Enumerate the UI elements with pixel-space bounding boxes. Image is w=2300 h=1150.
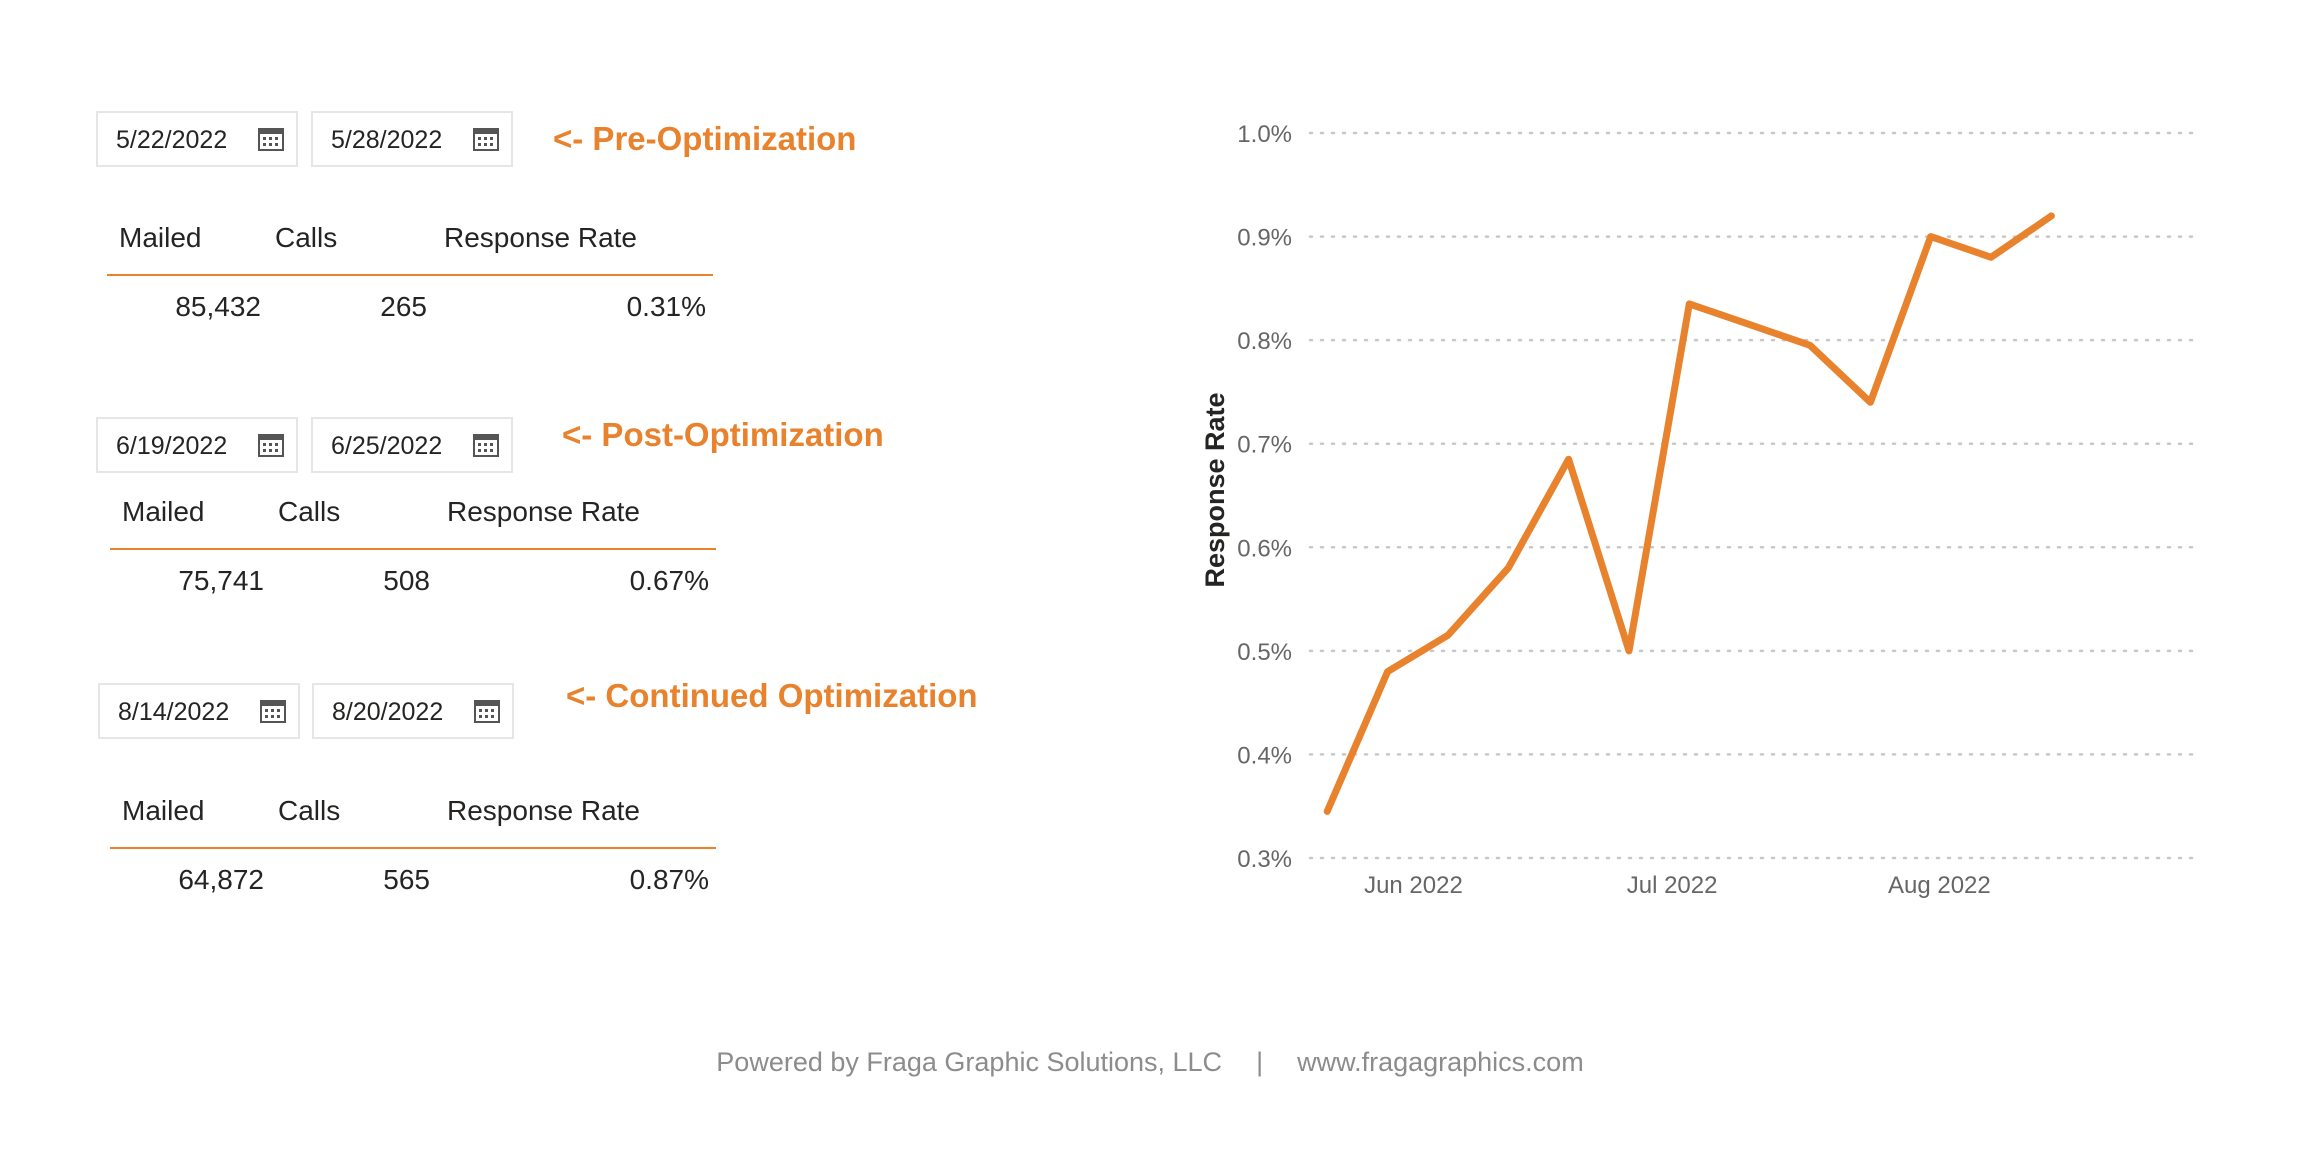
header-divider [110, 847, 716, 849]
start-date-value: 8/14/2022 [118, 698, 230, 726]
y-tick-label: 0.7% [1237, 432, 1292, 459]
x-tick-label: Aug 2022 [1888, 872, 1991, 899]
header-response-rate: Response Rate [447, 496, 641, 527]
section-label-post: <- Post-Optimization [562, 416, 884, 453]
x-tick-label: Jul 2022 [1627, 872, 1718, 899]
y-tick-label: 0.4% [1237, 742, 1292, 769]
value-mailed: 75,741 [178, 565, 264, 596]
footer: Powered by Fraga Graphic Solutions, LLC |… [0, 1047, 2300, 1078]
y-tick-label: 1.0% [1237, 121, 1292, 148]
section-label-pre: <- Pre-Optimization [553, 120, 857, 157]
header-calls: Calls [275, 222, 338, 253]
header-calls: Calls [278, 795, 341, 826]
data-point[interactable] [1505, 565, 1512, 571]
data-point[interactable] [1444, 632, 1451, 639]
data-point[interactable] [1384, 668, 1391, 675]
end-date-picker-continued[interactable]: 8/20/2022 [312, 683, 514, 739]
start-date-picker-post[interactable]: 6/19/2022 [96, 417, 298, 473]
x-axis-ticks: Jun 2022 Jul 2022 Aug 2022 [1364, 872, 1991, 899]
start-date-picker-pre[interactable]: 5/22/2022 [96, 111, 298, 167]
calendar-icon[interactable] [473, 126, 499, 152]
data-point[interactable] [2048, 212, 2055, 219]
value-response-rate: 0.67% [629, 565, 709, 596]
header-calls: Calls [278, 496, 341, 527]
powered-by-text: Powered by Fraga Graphic Solutions, LLC [716, 1047, 1223, 1077]
value-calls: 508 [383, 565, 430, 596]
data-point[interactable] [1565, 456, 1572, 463]
y-tick-label: 0.6% [1237, 535, 1292, 562]
end-date-value: 6/25/2022 [331, 432, 443, 460]
data-point[interactable] [1746, 321, 1753, 328]
header-divider [110, 548, 716, 550]
data-point[interactable] [1867, 399, 1874, 406]
calendar-icon[interactable] [473, 432, 499, 458]
calendar-icon[interactable] [474, 698, 500, 724]
header-response-rate: Response Rate [447, 795, 641, 826]
value-response-rate: 0.31% [626, 291, 706, 322]
end-date-value: 8/20/2022 [332, 698, 444, 726]
series-layer [1323, 212, 2055, 815]
y-tick-label: 0.9% [1237, 225, 1292, 252]
start-date-value: 6/19/2022 [116, 432, 228, 460]
value-calls: 565 [383, 864, 430, 895]
y-axis-title: Response Rate [1200, 392, 1230, 587]
data-point[interactable] [1927, 233, 1934, 240]
x-tick-label: Jun 2022 [1364, 872, 1463, 899]
calendar-icon[interactable] [258, 432, 284, 458]
section-label-continued: <- Continued Optimization [566, 677, 978, 714]
start-date-value: 5/22/2022 [116, 126, 228, 154]
website-link[interactable]: www.fragagraphics.com [1297, 1047, 1584, 1077]
calendar-icon[interactable] [258, 126, 284, 152]
value-mailed: 85,432 [175, 291, 261, 322]
data-point[interactable] [1625, 647, 1632, 654]
calendar-icon[interactable] [260, 698, 286, 724]
header-divider [107, 274, 713, 276]
value-response-rate: 0.87% [629, 864, 709, 895]
value-mailed: 64,872 [178, 864, 264, 895]
gridlines [1308, 131, 2200, 860]
value-calls: 265 [380, 291, 427, 322]
end-date-picker-pre[interactable]: 5/28/2022 [311, 111, 513, 167]
header-mailed: Mailed [122, 795, 205, 826]
data-point[interactable] [1988, 254, 1995, 261]
y-axis-ticks: 0.3% 0.4% 0.5% 0.6% 0.7% 0.8% 0.9% 1.0% [1237, 121, 1292, 873]
data-point[interactable] [1686, 300, 1693, 307]
data-point[interactable] [1324, 808, 1331, 815]
footer-separator: | [1256, 1047, 1264, 1077]
header-response-rate: Response Rate [444, 222, 638, 253]
y-tick-label: 0.3% [1237, 846, 1292, 873]
start-date-picker-continued[interactable]: 8/14/2022 [98, 683, 300, 739]
header-mailed: Mailed [119, 222, 202, 253]
end-date-value: 5/28/2022 [331, 126, 443, 154]
header-mailed: Mailed [122, 496, 205, 527]
response-rate-line-chart[interactable]: Response Rate 0.3%0.4%0.5%0.6%0.7%0.8%0.… [1180, 100, 2210, 920]
y-tick-label: 0.8% [1237, 328, 1292, 355]
end-date-picker-post[interactable]: 6/25/2022 [311, 417, 513, 473]
y-tick-label: 0.5% [1237, 639, 1292, 666]
data-point[interactable] [1807, 342, 1814, 349]
